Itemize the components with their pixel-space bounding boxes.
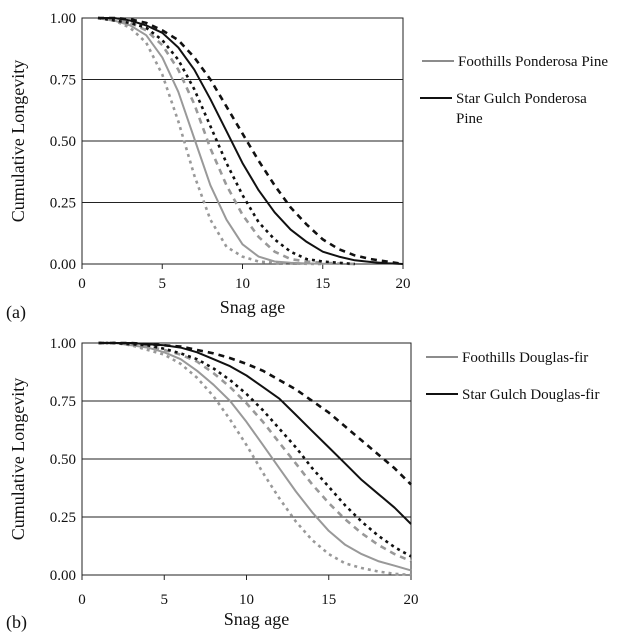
x-tick-label: 20 [404, 592, 419, 608]
series-line-3 [98, 341, 412, 563]
x-tick-label: 15 [321, 592, 336, 608]
y-tick-label: 1.00 [50, 11, 76, 27]
y-tick-label: 0.00 [50, 568, 76, 584]
x-axis-label: Snag age [220, 297, 285, 317]
series-line-6 [98, 16, 404, 266]
x-tick-label: 20 [396, 276, 411, 292]
series-line-2 [98, 342, 412, 572]
legend-label: Star Gulch Ponderosa [456, 91, 587, 107]
y-tick-label: 1.00 [50, 336, 76, 352]
x-tick-label: 0 [78, 276, 86, 292]
y-tick-label: 0.25 [50, 196, 76, 212]
y-tick-label: 0.00 [50, 257, 76, 273]
panel-label: (b) [6, 612, 27, 632]
series-line-3 [97, 16, 355, 266]
y-axis-label: Cumulative Longevity [8, 60, 28, 222]
legend-label: Foothills Douglas-fir [462, 350, 588, 366]
legend-label: Star Gulch Douglas-fir [462, 387, 599, 403]
series-line-6 [98, 341, 412, 486]
x-tick-label: 5 [161, 592, 169, 608]
y-tick-label: 0.50 [50, 134, 76, 150]
series-line-5 [98, 342, 412, 525]
y-tick-label: 0.25 [50, 510, 76, 526]
series-line-4 [98, 341, 412, 558]
panel-label: (a) [6, 302, 26, 323]
x-tick-label: 0 [78, 592, 86, 608]
x-tick-label: 10 [235, 276, 250, 292]
x-tick-label: 15 [315, 276, 330, 292]
x-axis-label: Snag age [224, 609, 289, 629]
legend-label: Foothills Ponderosa Pine [458, 54, 608, 70]
series-line-4 [97, 16, 355, 266]
y-tick-label: 0.50 [50, 452, 76, 468]
y-tick-label: 0.75 [50, 394, 76, 410]
x-tick-label: 10 [239, 592, 254, 608]
chart-panel-1: 0.00 0.25 0.50 0.75 1.00 0 5 10 15 20 Snag age Cumu… [6, 11, 608, 323]
series-line-5 [98, 17, 404, 265]
y-tick-label: 0.75 [50, 73, 76, 89]
y-axis-label: Cumulative Longevity [8, 378, 28, 540]
chart-panel-2: 0.00 0.25 0.50 0.75 1.00 0 5 10 15 20 Snag age Cumu… [6, 336, 599, 632]
x-tick-label: 5 [159, 276, 167, 292]
legend-label-line2: Pine [456, 111, 483, 127]
series-line-2 [97, 17, 339, 265]
